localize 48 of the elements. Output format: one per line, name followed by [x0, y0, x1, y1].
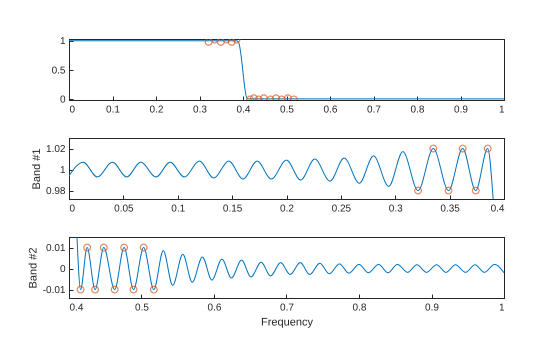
- line-series: [69, 148, 494, 199]
- x-tick-label: 0.3: [193, 104, 208, 116]
- x-tick-label: 0.25: [332, 204, 352, 214]
- y-tick-label: 0: [60, 264, 66, 276]
- x-tick-label: 0.5: [135, 302, 150, 314]
- x-tick-label: 0.2: [280, 204, 294, 214]
- x-tick-label: 0.1: [106, 104, 120, 116]
- x-tick-label: 0.4: [490, 204, 505, 214]
- x-tick-label: 0.2: [150, 104, 164, 116]
- x-tick-label: 0: [70, 204, 76, 214]
- y-tick-label: -0.01: [42, 285, 66, 296]
- x-tick-label: 1: [498, 104, 505, 116]
- y-tick-label: 0.01: [46, 243, 66, 254]
- point: [204, 39, 213, 46]
- x-tick-label: 0.6: [324, 104, 338, 116]
- x-tick-label: 0.6: [208, 302, 222, 314]
- x-tick-label: 0.9: [425, 302, 440, 314]
- x-tick-label: 0.15: [222, 204, 243, 214]
- x-tick-label: 0.5: [280, 104, 294, 116]
- x-tick-label: 0.8: [352, 302, 367, 314]
- x-tick-label: 0.7: [367, 104, 382, 116]
- x-tick-label: 0.3: [388, 204, 404, 214]
- y-tick-label: 0: [60, 94, 66, 106]
- point: [260, 94, 268, 100]
- y-tick-label: 0.5: [52, 65, 66, 76]
- x-tick-label: 1: [498, 302, 505, 314]
- y-tick-label: 1: [60, 36, 66, 48]
- x-axis-title: Frequency: [261, 316, 314, 328]
- x-tick-label: 0.8: [410, 104, 425, 116]
- y-tick-label: 0.98: [46, 186, 66, 198]
- point: [284, 94, 292, 100]
- point: [250, 94, 258, 100]
- x-tick-label: 0.4: [236, 104, 251, 116]
- point: [216, 39, 225, 46]
- x-tick-label: 0.05: [114, 204, 134, 214]
- point: [272, 94, 280, 100]
- x-tick-label: 0.7: [280, 302, 294, 314]
- line-series: [76, 237, 504, 290]
- y-axis-title: Band #1: [31, 148, 44, 190]
- x-tick-label: 0: [70, 104, 76, 116]
- y-axis-title: Band #2: [28, 248, 40, 288]
- x-tick-label: 0.4: [70, 302, 84, 314]
- x-tick-label: 0.35: [440, 204, 460, 214]
- x-tick-label: 0.1: [171, 204, 186, 214]
- point: [228, 39, 236, 46]
- x-tick-label: 0.9: [454, 104, 468, 116]
- y-tick-label: 1: [60, 165, 66, 176]
- y-tick-label: 1.02: [46, 144, 66, 156]
